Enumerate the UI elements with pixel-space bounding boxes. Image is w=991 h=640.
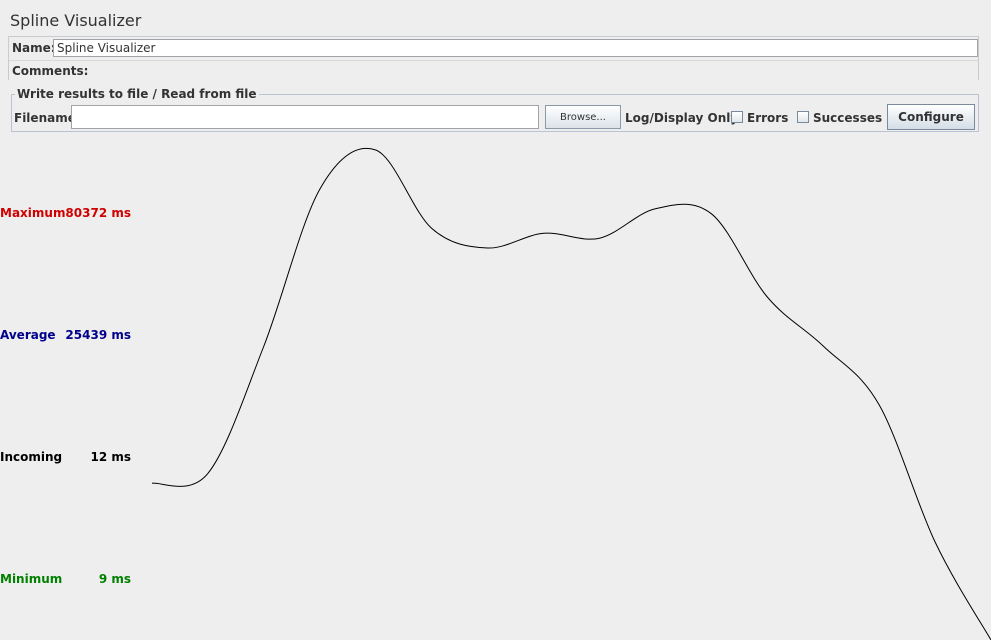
minimum-label: Minimum (0, 572, 63, 586)
window-title: Spline Visualizer (10, 11, 142, 30)
filename-label: Filename (14, 111, 76, 125)
successes-checkbox[interactable] (797, 111, 809, 123)
filename-input[interactable] (71, 105, 539, 129)
average-value: 25439 ms (65, 328, 131, 342)
comments-row: Comments: (9, 61, 978, 80)
minimum-value: 9 ms (98, 572, 131, 586)
log-display-label: Log/Display Only: (625, 111, 743, 125)
file-panel-legend: Write results to file / Read from file (15, 87, 259, 101)
configure-button[interactable]: Configure (887, 104, 975, 130)
errors-label: Errors (747, 111, 789, 125)
errors-checkbox[interactable] (731, 111, 743, 123)
spline-line (151, 148, 991, 640)
file-panel (11, 94, 979, 132)
maximum-label: Maximum (0, 206, 66, 220)
name-input[interactable] (53, 39, 978, 57)
browse-button[interactable]: Browse... (545, 105, 621, 129)
name-label: Name: (12, 41, 56, 55)
name-row: Name: (9, 37, 978, 61)
average-label: Average (0, 328, 56, 342)
name-panel: Name: Comments: (8, 36, 979, 80)
incoming-value: 12 ms (90, 450, 131, 464)
maximum-value: 80372 ms (65, 206, 131, 220)
incoming-label: Incoming (0, 450, 63, 464)
comments-label: Comments: (12, 64, 89, 78)
successes-label: Successes (813, 111, 883, 125)
